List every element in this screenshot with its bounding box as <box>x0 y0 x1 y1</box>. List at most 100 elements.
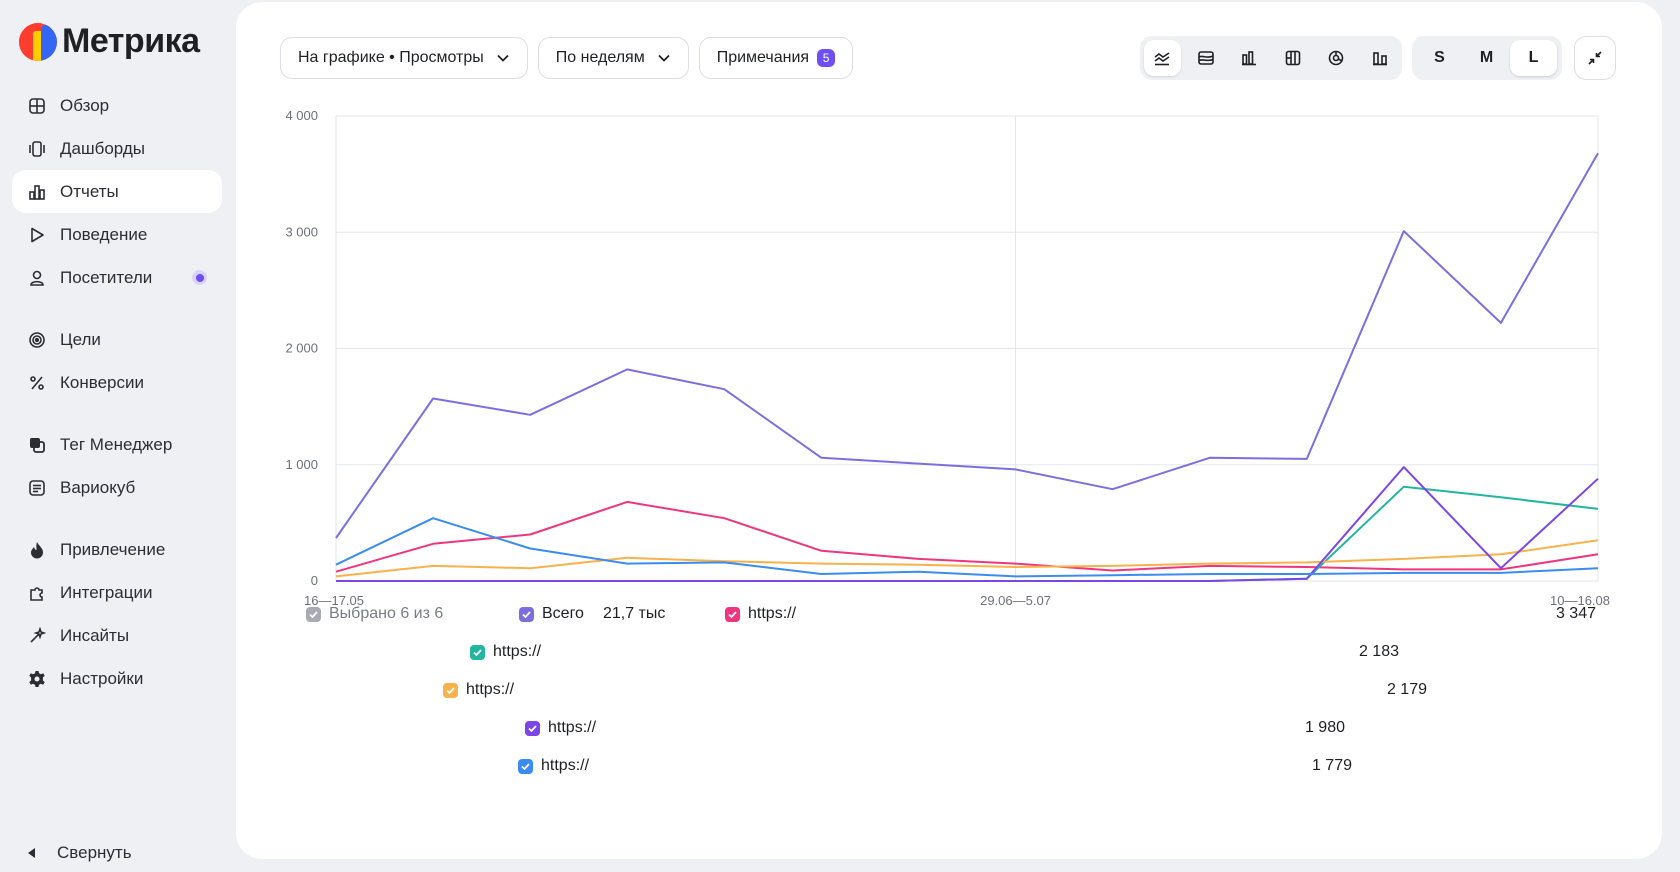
x-tick-label: 29.06—5.07 <box>980 593 1051 608</box>
legend-series-value: 1 980 <box>1304 719 1345 736</box>
legend-series-value: 2 183 <box>1358 643 1399 660</box>
y-tick-label: 4 000 <box>285 108 318 123</box>
chevron-down-icon <box>658 54 670 62</box>
sidebar-item-reports[interactable]: Отчеты <box>12 170 222 213</box>
checkbox-checked-icon <box>525 720 540 736</box>
play-icon <box>28 226 46 244</box>
legend-series-name: https:// <box>748 605 797 622</box>
period-select-label: По неделям <box>555 49 645 66</box>
chart-type-bar[interactable] <box>1231 40 1268 76</box>
sidebar-item-label: Тег Менеджер <box>60 434 173 454</box>
checkbox-checked-icon <box>725 606 740 622</box>
sidebar-item-insights[interactable]: Инсайты <box>12 614 222 657</box>
legend-series-name: https:// <box>541 757 590 774</box>
legend-series-5[interactable]: https:// <box>518 757 589 775</box>
period-select[interactable]: По неделям <box>537 37 689 79</box>
grid-icon <box>28 97 46 115</box>
sidebar-nav: Обзор Дашборды Отчеты Поведение Посетите… <box>12 84 222 700</box>
x-tick-label: 10—16.08 <box>1550 593 1610 608</box>
magic-wand-icon <box>28 626 46 645</box>
checkbox-checked-icon <box>519 606 534 622</box>
collapse-sidebar-button[interactable]: Свернуть <box>28 843 132 863</box>
notes-count-badge: 5 <box>817 49 836 67</box>
legend-series-4[interactable]: https:// <box>525 719 596 737</box>
y-tick-label: 1 000 <box>285 457 318 472</box>
legend-series-2[interactable]: https:// <box>470 643 541 661</box>
column-chart-icon <box>1372 52 1387 66</box>
sidebar-item-label: Конверсии <box>60 372 144 392</box>
x-tick-label: 16—17.05 <box>304 593 364 608</box>
series-line-5 <box>336 466 1599 582</box>
legend-series-name: https:// <box>466 681 515 698</box>
checkbox-checked-icon <box>443 682 458 698</box>
sidebar-item-label: Цели <box>60 329 101 349</box>
sidebar-item-integrations[interactable]: Интеграции <box>12 571 222 614</box>
metric-select[interactable]: На графике • Просмотры <box>280 37 528 79</box>
size-m-button[interactable]: M <box>1479 49 1494 66</box>
sidebar-item-acquisition[interactable]: Привлечение <box>12 528 222 571</box>
legend-series-value: 2 179 <box>1386 681 1427 698</box>
sidebar-item-label: Поведение <box>60 224 148 244</box>
legend-total-value: 21,7 тыс <box>602 605 666 622</box>
checkbox-checked-icon <box>306 606 321 622</box>
line-chart: 0 1 000 2 000 3 000 4 000 16—17.05 29.06—5.07 1… <box>285 108 1610 608</box>
pie-chart-icon <box>1328 50 1344 66</box>
target-icon <box>28 331 46 349</box>
y-tick-label: 2 000 <box>285 341 318 356</box>
sidebar-item-label: Привлечение <box>60 539 166 559</box>
chart-toolbar: На графике • Просмотры По неделям Примеч… <box>280 37 854 79</box>
sidebar-item-dashboards[interactable]: Дашборды <box>12 127 222 170</box>
sidebar-item-variocube[interactable]: Вариокуб <box>12 466 222 509</box>
sidebar-item-goals[interactable]: Цели <box>12 318 222 361</box>
bar-chart-icon <box>28 183 46 201</box>
legend-series-1[interactable]: https:// <box>725 605 796 623</box>
sidebar-item-conversions[interactable]: Конверсии <box>12 361 222 404</box>
minimize-icon <box>1588 51 1602 65</box>
chart-type-pie[interactable] <box>1318 40 1355 76</box>
stacked-bar-icon <box>1285 50 1301 66</box>
chart-type-switcher <box>1140 36 1402 80</box>
chart-type-column[interactable] <box>1362 40 1399 76</box>
collapse-chart-button[interactable] <box>1574 36 1616 80</box>
collapse-label: Свернуть <box>57 843 132 862</box>
sidebar-item-label: Обзор <box>60 95 110 115</box>
y-tick-label: 0 <box>311 573 318 588</box>
sidebar-item-overview[interactable]: Обзор <box>12 84 222 127</box>
tag-manager-icon <box>28 436 46 454</box>
arrow-left-icon <box>28 848 35 858</box>
size-s-button[interactable]: S <box>1434 49 1445 66</box>
flame-icon <box>28 541 46 559</box>
sidebar-item-label: Настройки <box>60 668 144 688</box>
logo[interactable]: Метрика <box>19 22 200 61</box>
user-icon <box>28 269 46 287</box>
legend-total[interactable]: Всего 21,7 тыс <box>519 605 665 623</box>
legend-selected-count[interactable]: Выбрано 6 из 6 <box>306 605 443 623</box>
sidebar-item-settings[interactable]: Настройки <box>12 657 222 700</box>
sidebar-item-visitors[interactable]: Посетители <box>12 256 222 299</box>
legend-series-value: 3 347 <box>1555 605 1596 622</box>
chart-type-stacked[interactable] <box>1188 40 1225 76</box>
logo-text: Метрика <box>62 22 200 60</box>
legend-series-3[interactable]: https:// <box>443 681 514 699</box>
metrika-logo-icon <box>19 22 57 61</box>
puzzle-icon <box>28 584 46 602</box>
legend-series-value: 1 779 <box>1311 757 1352 774</box>
chevron-down-icon <box>497 54 509 62</box>
chart-type-line[interactable] <box>1144 40 1181 76</box>
size-l-button[interactable]: L <box>1510 40 1557 76</box>
notes-button[interactable]: Примечания 5 <box>698 37 854 79</box>
sidebar-item-tag-manager[interactable]: Тег Менеджер <box>12 423 222 466</box>
sidebar-item-label: Вариокуб <box>60 477 136 497</box>
notes-label: Примечания <box>716 49 810 66</box>
sidebar-item-behavior[interactable]: Поведение <box>12 213 222 256</box>
checkbox-checked-icon <box>470 644 485 660</box>
chart-type-stacked-bar[interactable] <box>1275 40 1312 76</box>
legend-series-name: https:// <box>548 719 597 736</box>
legend-total-name: Всего <box>542 605 584 622</box>
series-line-1 <box>335 152 1599 539</box>
sidebar-item-label: Инсайты <box>60 625 130 645</box>
line-chart-icon <box>1154 52 1170 66</box>
report-card: На графике • Просмотры По неделям Примеч… <box>236 2 1662 859</box>
gear-icon <box>28 670 46 688</box>
percent-icon <box>28 374 46 392</box>
